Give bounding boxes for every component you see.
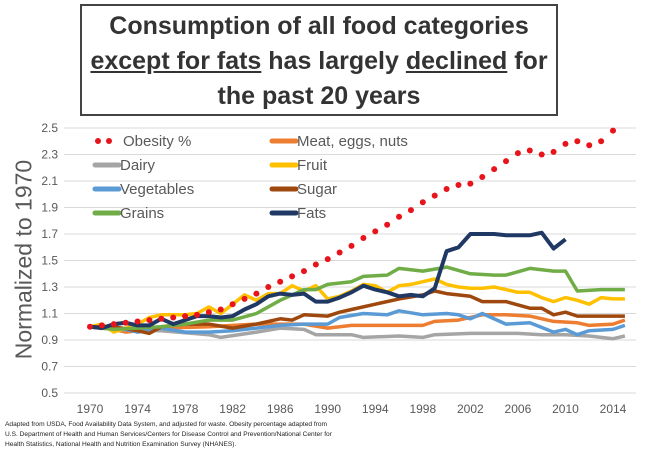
obesity-data-point bbox=[241, 295, 248, 302]
obesity-data-point bbox=[336, 249, 343, 256]
y-tick-label: 0.5 bbox=[41, 386, 58, 400]
obesity-data-point bbox=[407, 207, 414, 214]
y-tick-labels: 0.5 0.7 0.9 1.1 1.3 1.5 1.7 1.9 2.1 2.3 2.5 bbox=[41, 121, 58, 400]
obesity-data-point bbox=[550, 148, 557, 155]
obesity-data-point bbox=[98, 322, 105, 329]
obesity-data-point bbox=[526, 147, 533, 154]
legend-label: Fats bbox=[297, 205, 326, 222]
title-text: for bbox=[507, 47, 548, 75]
x-tick-label: 2006 bbox=[505, 402, 532, 416]
legend: Obesity % Meat, eggs, nuts Dairy Fruit Veget… bbox=[92, 133, 408, 222]
series-line-fats bbox=[89, 230, 567, 331]
legend-label: Meat, eggs, nuts bbox=[297, 133, 408, 150]
obesity-data-point bbox=[491, 166, 498, 173]
series-lines bbox=[87, 127, 626, 341]
obesity-data-point bbox=[300, 268, 307, 275]
y-tick-label: 1.5 bbox=[41, 254, 58, 268]
obesity-data-point bbox=[360, 234, 367, 241]
obesity-data-point bbox=[503, 158, 510, 165]
obesity-data-point bbox=[467, 180, 474, 187]
source-note: Adapted from USDA, Food Availability Dat… bbox=[5, 421, 332, 448]
legend-label: Grains bbox=[120, 205, 164, 222]
obesity-data-point bbox=[87, 323, 93, 330]
x-tick-label: 1974 bbox=[124, 402, 151, 416]
obesity-data-point bbox=[312, 261, 319, 268]
obesity-data-point bbox=[205, 309, 212, 316]
series-line-vegetables bbox=[90, 309, 626, 337]
x-tick-label: 1994 bbox=[362, 402, 389, 416]
x-tick-label: 1990 bbox=[314, 402, 341, 416]
obesity-data-point bbox=[431, 192, 438, 199]
legend-label: Sugar bbox=[297, 181, 337, 198]
x-tick-label: 1970 bbox=[77, 402, 104, 416]
obesity-data-point bbox=[158, 315, 165, 322]
obesity-data-point bbox=[574, 138, 581, 145]
chart-title: Consumption of all food categories excep… bbox=[80, 4, 558, 116]
x-tick-label: 1978 bbox=[172, 402, 199, 416]
y-tick-label: 1.3 bbox=[41, 280, 58, 294]
x-tick-label: 1982 bbox=[219, 402, 246, 416]
obesity-data-point bbox=[265, 284, 272, 290]
obesity-data-point bbox=[610, 127, 616, 134]
obesity-data-point bbox=[384, 221, 391, 228]
legend-label: Vegetables bbox=[120, 181, 194, 198]
obesity-data-point bbox=[182, 313, 189, 320]
y-tick-label: 1.7 bbox=[41, 227, 58, 241]
obesity-data-point bbox=[348, 242, 355, 249]
obesity-data-point bbox=[586, 142, 593, 149]
y-tick-label: 0.9 bbox=[41, 333, 58, 347]
x-tick-label: 2002 bbox=[457, 402, 484, 416]
obesity-data-point bbox=[538, 151, 545, 158]
series-line-meat-eggs-nuts bbox=[89, 313, 626, 334]
title-emphasis-declined: declined bbox=[405, 47, 508, 75]
obesity-data-point bbox=[146, 317, 153, 324]
legend-label: Fruit bbox=[297, 157, 328, 174]
obesity-data-point bbox=[396, 213, 403, 220]
series-line-grains bbox=[89, 265, 625, 332]
series-line-dairy bbox=[89, 325, 626, 341]
obesity-data-point bbox=[479, 174, 486, 181]
obesity-data-point bbox=[277, 278, 284, 285]
legend-marker bbox=[106, 138, 112, 144]
y-tick-label: 2.3 bbox=[41, 148, 58, 162]
obesity-data-point bbox=[372, 228, 379, 235]
legend-marker bbox=[95, 138, 101, 144]
y-tick-label: 0.7 bbox=[41, 360, 58, 374]
obesity-data-point bbox=[193, 311, 200, 318]
y-tick-label: 1.9 bbox=[41, 201, 58, 215]
y-axis-label: Normalized to 1970 bbox=[10, 159, 37, 360]
obesity-data-point bbox=[598, 138, 605, 145]
legend-label: Dairy bbox=[120, 157, 156, 174]
obesity-data-point bbox=[289, 273, 296, 280]
x-tick-label: 2010 bbox=[552, 402, 579, 416]
obesity-data-point bbox=[229, 301, 236, 308]
y-tick-label: 2.5 bbox=[41, 121, 58, 135]
y-tick-label: 1.1 bbox=[41, 307, 58, 321]
x-tick-label: 1998 bbox=[409, 402, 436, 416]
x-tick-labels: 1970 1974 1978 1982 1986 1990 1994 1998 2002 2006… bbox=[77, 402, 627, 416]
title-emphasis-fats: except for fats bbox=[90, 47, 262, 75]
x-tick-label: 1986 bbox=[267, 402, 294, 416]
obesity-data-point bbox=[324, 256, 331, 263]
title-line-1: Consumption of all food categories bbox=[109, 12, 529, 40]
obesity-data-point bbox=[122, 319, 129, 326]
x-tick-label: 2014 bbox=[600, 402, 627, 416]
obesity-data-point bbox=[253, 290, 260, 297]
obesity-data-point bbox=[419, 199, 426, 206]
obesity-data-point bbox=[170, 314, 177, 321]
legend-label: Obesity % bbox=[123, 133, 191, 150]
obesity-data-point bbox=[217, 306, 224, 313]
obesity-data-point bbox=[514, 150, 521, 157]
title-line-3: the past 20 years bbox=[217, 82, 421, 110]
obesity-data-point bbox=[134, 318, 141, 325]
obesity-data-point bbox=[562, 140, 569, 147]
obesity-data-point bbox=[455, 181, 462, 188]
y-tick-label: 2.1 bbox=[41, 174, 58, 188]
series-line-fruit bbox=[89, 277, 625, 334]
title-text: has largely bbox=[261, 47, 406, 75]
obesity-data-point bbox=[443, 185, 450, 192]
obesity-data-point bbox=[110, 321, 117, 328]
